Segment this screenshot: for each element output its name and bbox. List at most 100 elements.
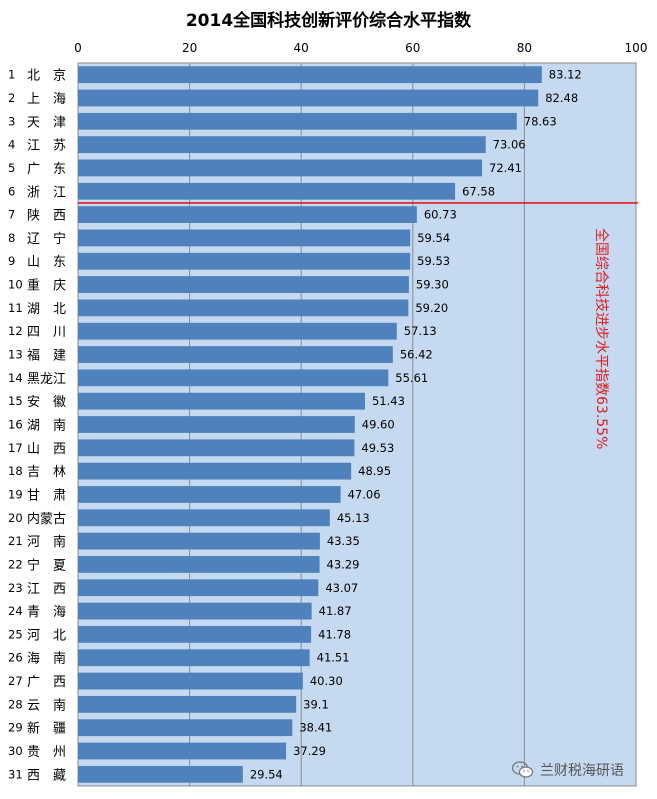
rank-label: 8 [8, 231, 15, 245]
category-label: 宁 夏 [27, 557, 66, 573]
value-label: 43.07 [325, 581, 358, 595]
value-label: 41.51 [317, 651, 350, 665]
rank-label: 4 [8, 138, 15, 152]
bar [78, 509, 330, 527]
category-label: 甘 肃 [27, 488, 66, 503]
category-label: 广 东 [27, 162, 66, 177]
rank-label: 19 [8, 487, 23, 501]
category-label: 湖 北 [27, 302, 66, 317]
category-label: 海 南 [27, 651, 66, 667]
rank-label: 26 [8, 651, 23, 665]
bar [78, 416, 355, 433]
chart-title: 2014全国科技创新评价综合水平指数 [185, 11, 472, 31]
category-label: 河 北 [27, 628, 66, 643]
category-label: 重 庆 [27, 278, 66, 294]
value-label: 78.63 [524, 114, 557, 128]
value-label: 56.42 [400, 348, 433, 362]
category-label: 浙 江 [27, 185, 66, 200]
bar [78, 695, 297, 713]
value-label: 49.53 [361, 441, 394, 455]
category-label: 广 西 [27, 675, 66, 690]
bar [78, 765, 243, 783]
bar [78, 579, 319, 597]
category-label: 辽 宁 [27, 231, 66, 247]
bar [78, 66, 542, 84]
rank-label: 20 [8, 511, 23, 525]
category-label: 河 南 [27, 534, 66, 550]
value-label: 41.78 [318, 627, 351, 641]
value-label: 82.48 [545, 91, 578, 105]
category-label: 山 东 [27, 255, 66, 270]
bar [78, 719, 293, 737]
x-tick-label: 60 [405, 41, 420, 55]
x-tick-label: 0 [74, 41, 82, 55]
value-label: 40.30 [310, 674, 343, 688]
category-label: 西 藏 [27, 768, 66, 783]
value-label: 59.30 [416, 278, 449, 292]
value-label: 29.54 [250, 767, 283, 781]
watermark: 兰财税海研语 [512, 760, 624, 780]
bar [78, 276, 409, 293]
rank-label: 27 [8, 674, 23, 688]
bar [78, 159, 483, 177]
bar [78, 346, 393, 363]
value-label: 57.13 [404, 324, 437, 338]
value-label: 45.13 [337, 511, 370, 525]
value-label: 38.41 [299, 721, 332, 735]
bar [78, 322, 397, 340]
bar [78, 672, 303, 690]
x-tick-label: 20 [182, 41, 197, 55]
category-label: 江 苏 [27, 138, 66, 154]
category-label: 贵 州 [27, 745, 66, 760]
rank-label: 16 [8, 418, 23, 432]
value-label: 67.58 [462, 184, 495, 198]
value-label: 47.06 [348, 487, 381, 501]
category-label: 四 川 [27, 325, 66, 340]
rank-label: 13 [8, 348, 23, 362]
bar [78, 252, 411, 270]
category-label: 天 津 [27, 115, 66, 130]
x-tick-label: 100 [625, 41, 648, 55]
reference-layer: 全国综合科技进步水平指数63.55% [78, 202, 638, 449]
rank-label: 31 [8, 767, 23, 781]
bar [78, 649, 310, 667]
value-label: 48.95 [358, 464, 391, 478]
reference-label: 全国综合科技进步水平指数63.55% [593, 228, 610, 449]
rank-label: 18 [8, 464, 23, 478]
rank-label: 14 [8, 371, 23, 385]
value-label: 73.06 [493, 138, 526, 152]
category-label: 黑龙江 [27, 372, 66, 387]
value-label: 43.35 [327, 534, 360, 548]
rank-label: 22 [8, 557, 23, 571]
rank-label: 5 [8, 161, 15, 175]
rank-label: 15 [8, 394, 23, 408]
x-tick-label: 80 [517, 41, 532, 55]
rank-label: 29 [8, 721, 23, 735]
bar [78, 392, 365, 410]
value-label: 59.54 [417, 231, 450, 245]
bar [78, 229, 411, 247]
category-label: 云 南 [27, 697, 66, 713]
rank-label: 2 [8, 91, 15, 105]
category-label: 陕 西 [27, 209, 66, 224]
rank-label: 12 [8, 324, 23, 338]
bar [78, 112, 517, 130]
category-label: 北 京 [27, 69, 66, 84]
bar [78, 742, 287, 760]
bar [78, 439, 355, 457]
bar [78, 89, 539, 107]
bar [78, 626, 312, 643]
bar [78, 299, 409, 317]
category-label: 福 建 [27, 349, 66, 364]
category-label: 山 西 [27, 442, 66, 457]
bar [78, 369, 389, 387]
rank-label: 25 [8, 627, 23, 641]
category-label: 青 海 [27, 605, 66, 620]
rank-label: 17 [8, 441, 23, 455]
category-label: 内蒙古 [27, 511, 66, 527]
rank-label: 24 [8, 604, 23, 618]
watermark-text: 兰财税海研语 [540, 763, 624, 779]
rank-label: 7 [8, 208, 15, 222]
rank-label: 30 [8, 744, 23, 758]
value-label: 83.12 [549, 68, 582, 82]
